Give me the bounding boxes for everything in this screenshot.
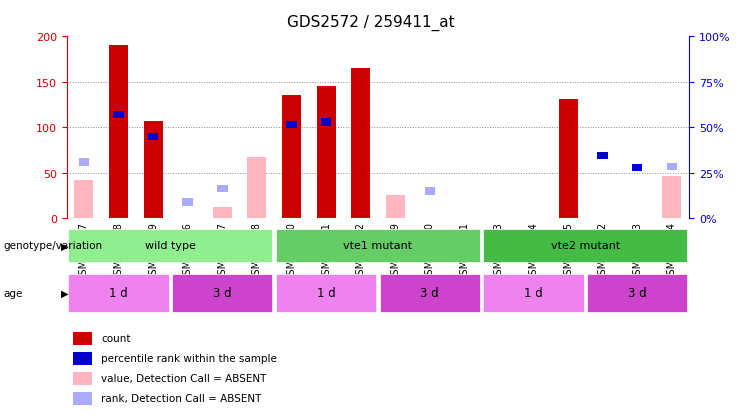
Text: percentile rank within the sample: percentile rank within the sample xyxy=(101,354,277,363)
Bar xyxy=(182,199,193,206)
Bar xyxy=(74,181,93,219)
Bar xyxy=(385,195,405,219)
Text: 1 d: 1 d xyxy=(109,287,128,300)
Bar xyxy=(662,176,682,219)
Text: ▶: ▶ xyxy=(61,288,68,298)
Bar xyxy=(73,332,92,345)
Text: vte1 mutant: vte1 mutant xyxy=(343,241,413,251)
FancyBboxPatch shape xyxy=(68,275,169,312)
FancyBboxPatch shape xyxy=(276,275,376,312)
Bar xyxy=(425,188,435,195)
Bar xyxy=(79,159,89,166)
Bar xyxy=(667,164,677,171)
Bar xyxy=(144,122,162,219)
Text: 1 d: 1 d xyxy=(524,287,543,300)
Bar xyxy=(73,372,92,385)
Text: age: age xyxy=(4,288,23,298)
Bar xyxy=(351,69,370,219)
Text: ▶: ▶ xyxy=(61,241,68,251)
Bar xyxy=(148,133,159,141)
Bar xyxy=(109,46,128,219)
Bar xyxy=(559,100,577,219)
FancyBboxPatch shape xyxy=(483,275,584,312)
Text: 3 d: 3 d xyxy=(213,287,232,300)
FancyBboxPatch shape xyxy=(172,275,273,312)
Text: rank, Detection Call = ABSENT: rank, Detection Call = ABSENT xyxy=(101,394,262,404)
FancyBboxPatch shape xyxy=(587,275,688,312)
Bar xyxy=(113,112,124,119)
Bar xyxy=(282,95,301,219)
Text: count: count xyxy=(101,334,130,344)
Bar xyxy=(321,119,331,126)
Bar xyxy=(73,352,92,365)
Text: GDS2572 / 259411_at: GDS2572 / 259411_at xyxy=(287,14,454,31)
Bar xyxy=(73,392,92,405)
Text: wild type: wild type xyxy=(145,241,196,251)
FancyBboxPatch shape xyxy=(379,275,480,312)
FancyBboxPatch shape xyxy=(483,229,688,263)
Text: 3 d: 3 d xyxy=(420,287,439,300)
Bar xyxy=(597,152,608,160)
Bar xyxy=(286,122,296,129)
Text: genotype/variation: genotype/variation xyxy=(4,241,103,251)
Bar xyxy=(213,207,232,219)
Text: 1 d: 1 d xyxy=(316,287,336,300)
Text: value, Detection Call = ABSENT: value, Detection Call = ABSENT xyxy=(101,373,266,383)
Text: vte2 mutant: vte2 mutant xyxy=(551,241,620,251)
Bar xyxy=(247,158,266,219)
Bar xyxy=(632,164,642,172)
Bar xyxy=(316,87,336,219)
FancyBboxPatch shape xyxy=(276,229,480,263)
Bar xyxy=(217,185,227,192)
Text: 3 d: 3 d xyxy=(628,287,647,300)
FancyBboxPatch shape xyxy=(68,229,273,263)
